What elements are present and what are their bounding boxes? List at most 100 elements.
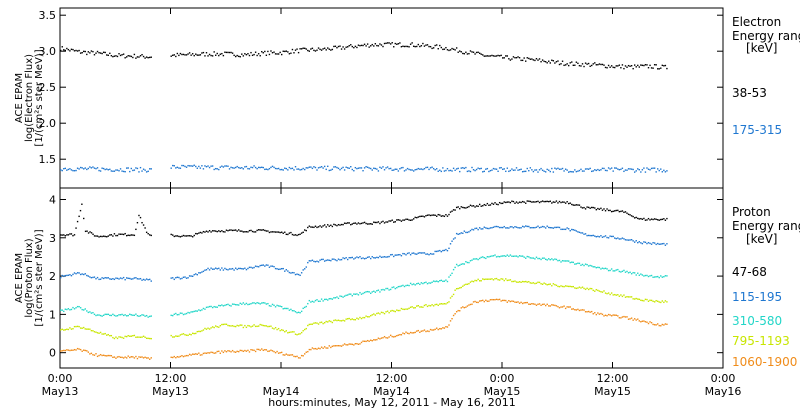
data-point <box>233 229 235 231</box>
data-point <box>459 170 461 173</box>
data-point <box>518 227 521 229</box>
data-point <box>546 225 548 227</box>
data-point <box>551 285 553 287</box>
data-point <box>525 60 527 62</box>
data-point <box>420 282 423 284</box>
data-point <box>96 355 99 358</box>
data-point <box>389 334 392 337</box>
data-point <box>633 241 636 243</box>
data-point <box>535 256 538 258</box>
data-point <box>434 169 436 171</box>
data-point <box>452 238 455 240</box>
data-point <box>604 314 607 316</box>
data-point <box>132 314 134 316</box>
data-point <box>377 45 380 47</box>
data-point <box>362 222 364 224</box>
data-point <box>511 300 513 302</box>
data-point <box>405 284 407 287</box>
data-point <box>351 45 353 48</box>
data-point <box>363 221 366 224</box>
data-point <box>603 290 605 292</box>
data-point <box>141 356 143 358</box>
data-point <box>300 168 303 171</box>
data-point <box>357 167 360 169</box>
data-point <box>523 226 525 228</box>
data-point <box>127 314 129 317</box>
data-point <box>122 276 125 279</box>
data-point <box>204 352 206 354</box>
data-point <box>218 230 220 232</box>
data-point <box>99 278 102 280</box>
data-point <box>480 205 482 207</box>
data-point <box>334 297 337 299</box>
data-point <box>241 303 243 305</box>
data-point <box>90 167 93 169</box>
data-point <box>552 259 555 261</box>
data-point <box>526 225 528 228</box>
data-point <box>557 202 559 204</box>
data-point <box>150 337 152 340</box>
data-point <box>268 325 271 328</box>
data-point <box>202 329 205 331</box>
data-point <box>270 265 272 267</box>
data-point <box>327 299 329 301</box>
data-point <box>443 280 446 282</box>
data-point <box>459 233 461 235</box>
data-point <box>460 232 462 234</box>
data-point <box>521 302 524 305</box>
data-point <box>150 168 152 170</box>
data-point <box>234 303 237 306</box>
data-point <box>145 357 148 359</box>
data-point <box>201 232 203 234</box>
data-point <box>431 253 433 255</box>
data-point <box>416 283 418 285</box>
data-point <box>124 356 126 358</box>
data-point <box>549 226 551 229</box>
data-point <box>437 328 439 331</box>
data-point <box>322 347 324 349</box>
data-point <box>121 170 123 172</box>
data-point <box>489 278 492 280</box>
data-point <box>377 337 380 339</box>
data-point <box>342 257 344 259</box>
data-point <box>471 259 473 261</box>
data-point <box>319 225 321 227</box>
data-point <box>405 45 407 48</box>
data-point <box>502 226 504 229</box>
data-point <box>532 257 535 259</box>
data-point <box>294 166 297 168</box>
data-point <box>620 168 622 171</box>
data-point <box>356 317 358 319</box>
data-point <box>230 305 232 307</box>
data-point <box>287 169 289 171</box>
data-point <box>526 57 528 59</box>
data-point <box>411 283 413 286</box>
data-point <box>567 171 570 173</box>
x-tick-time-label: 12:00 <box>155 372 187 385</box>
data-point <box>330 320 332 323</box>
data-point <box>422 168 424 171</box>
data-point <box>632 215 634 218</box>
data-point <box>612 66 614 69</box>
data-point <box>178 167 180 169</box>
data-point <box>144 57 146 59</box>
data-point <box>133 357 136 359</box>
data-point <box>538 58 541 60</box>
data-point <box>366 166 369 168</box>
data-point <box>106 355 108 357</box>
data-point <box>196 233 198 235</box>
data-point <box>396 309 398 311</box>
data-point <box>89 52 91 54</box>
data-point <box>366 43 369 45</box>
data-point <box>274 231 277 233</box>
data-point <box>517 256 519 258</box>
data-point <box>551 304 553 306</box>
data-point <box>474 206 476 208</box>
data-point <box>314 261 317 263</box>
data-point <box>655 299 657 302</box>
data-point <box>293 355 295 358</box>
data-point <box>621 237 624 239</box>
data-point <box>205 166 208 168</box>
data-point <box>340 167 343 170</box>
data-point <box>245 231 248 233</box>
